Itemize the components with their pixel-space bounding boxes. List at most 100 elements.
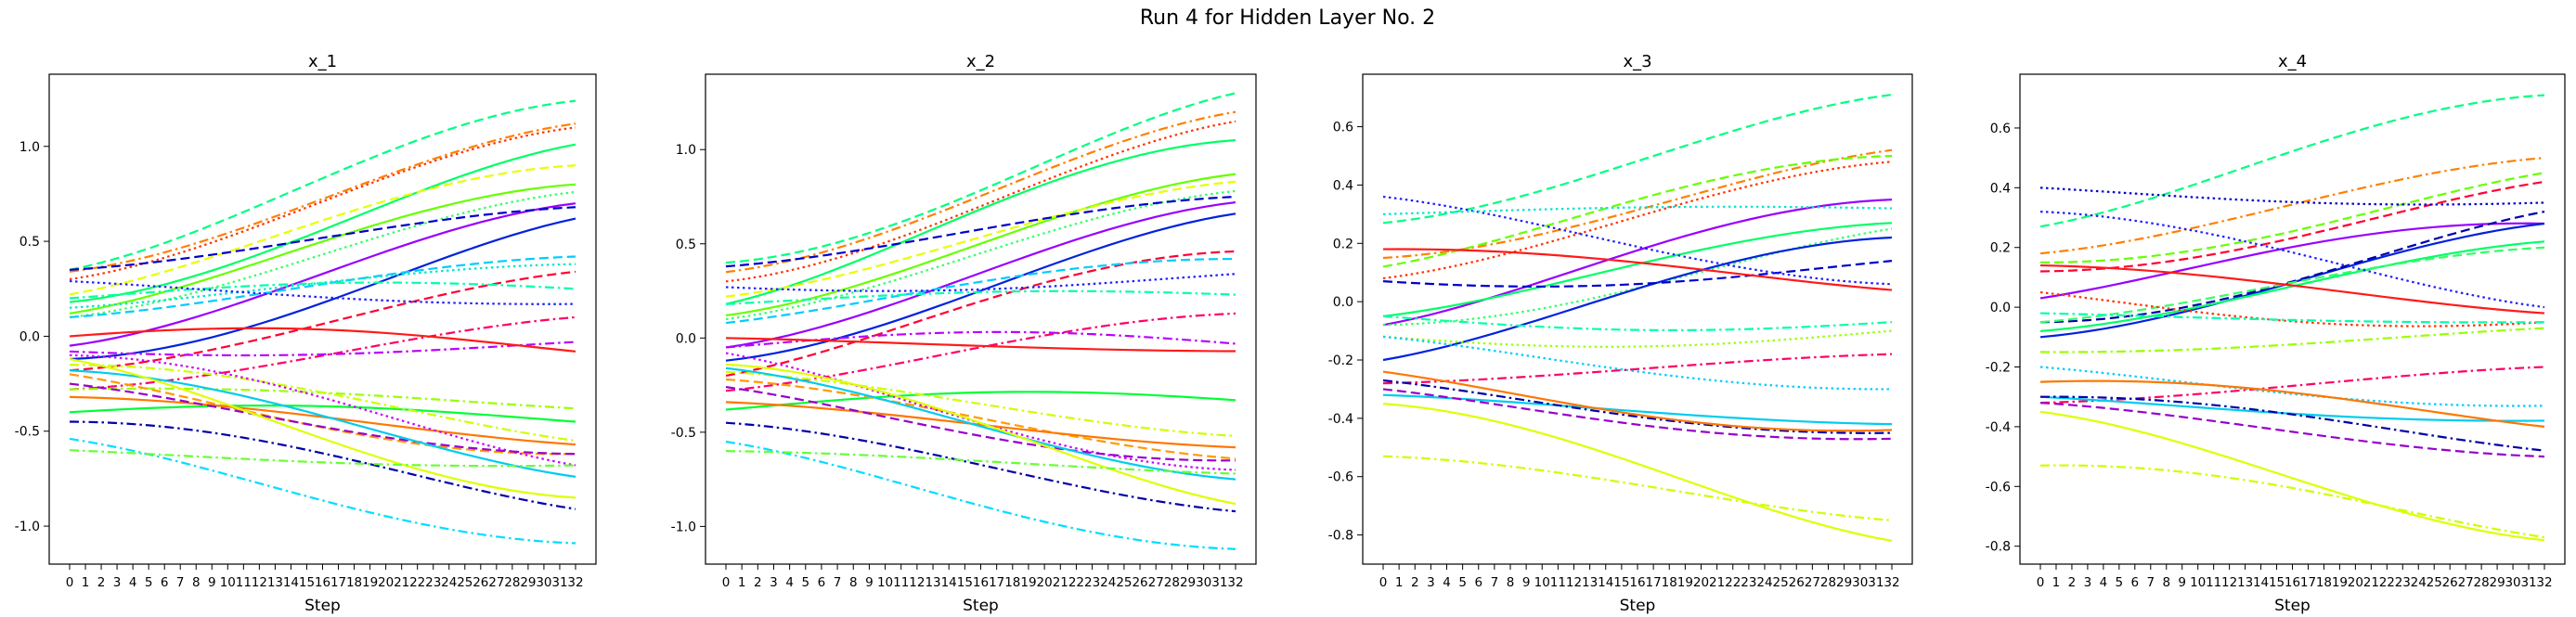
series-line — [1382, 199, 1893, 327]
x-tick-label: 4 — [129, 575, 137, 590]
x-tick-label: 27 — [1805, 575, 1820, 590]
x-tick-label: 24 — [1100, 575, 1116, 590]
x-tick-label: 14 — [1598, 575, 1613, 590]
x-tick-label: 31 — [551, 575, 567, 590]
y-tick-label: -1.0 — [15, 520, 40, 534]
x-tick-label: 12 — [909, 575, 925, 590]
x-tick-label: 9 — [2178, 575, 2186, 590]
x-tick-label: 30 — [536, 575, 551, 590]
x-tick-label: 10 — [220, 575, 236, 590]
series-line — [69, 449, 576, 468]
series-line — [69, 99, 576, 271]
series-line — [1382, 388, 1893, 441]
series-line — [1382, 455, 1893, 521]
x-tick-label: 0 — [1379, 575, 1388, 590]
series-line — [2039, 222, 2545, 300]
x-tick-label: 8 — [192, 575, 201, 590]
y-tick-label: -0.6 — [1328, 470, 1353, 485]
chart-panel-1: 0 1 2 3 4 5 6 7 8 9 10 11 12 13 14 15 16 17 18 19 20 21 22 23 24… — [15, 52, 597, 615]
series-line — [725, 110, 1236, 274]
y-tick-label: -0.2 — [1328, 353, 1353, 368]
series-line — [1382, 195, 1893, 286]
x-tick-label: 24 — [441, 575, 457, 590]
x-tick-label: 15 — [1613, 575, 1629, 590]
series-line — [1382, 236, 1893, 362]
series-line — [69, 353, 576, 467]
x-tick-label: 3 — [1427, 575, 1435, 590]
series-line — [2039, 211, 2545, 309]
x-tick-label: 11 — [2206, 575, 2221, 590]
x-tick-label: 26 — [1789, 575, 1805, 590]
x-tick-label: 3 — [770, 575, 778, 590]
panels: 0 1 2 3 4 5 6 7 8 9 10 11 12 13 14 15 16 17 18 19 20 21 22 23 24… — [15, 52, 2566, 615]
x-tick-label: 0 — [722, 575, 731, 590]
series-line — [69, 183, 576, 315]
series-line — [1382, 353, 1893, 385]
x-tick-label: 2 — [97, 575, 106, 590]
y-tick-label: 0.4 — [1333, 178, 1353, 193]
x-tick-label: 2 — [1411, 575, 1419, 590]
y-tick-label: -0.2 — [1986, 361, 2011, 376]
y-tick-label: 0.0 — [676, 331, 696, 346]
series-line — [2039, 172, 2545, 264]
series-line — [69, 341, 576, 357]
y-tick-label: -1.0 — [671, 520, 696, 534]
series-line — [69, 420, 576, 510]
x-tick-label: 25 — [1116, 575, 1132, 590]
series-line — [69, 217, 576, 361]
x-tick-label: 31 — [1211, 575, 1227, 590]
series-line — [69, 122, 576, 273]
x-tick-label: 12 — [1566, 575, 1582, 590]
series-line — [725, 195, 1236, 268]
x-tick-label: 28 — [504, 575, 520, 590]
series-line — [2039, 290, 2545, 328]
x-tick-label: 3 — [2084, 575, 2092, 590]
x-tick-label: 31 — [2520, 575, 2536, 590]
series-line — [1382, 335, 1893, 391]
x-tick-label: 17 — [2300, 575, 2316, 590]
x-tick-label: 18 — [1004, 575, 1020, 590]
x-tick-label: 18 — [2316, 575, 2332, 590]
series-line — [2039, 464, 2545, 539]
series-line — [725, 189, 1236, 321]
series-line — [1382, 222, 1893, 317]
x-tick-label: 9 — [1522, 575, 1531, 590]
x-tick-label: 23 — [2395, 575, 2411, 590]
x-tick-label: 22 — [2379, 575, 2395, 590]
x-tick-label: 21 — [1709, 575, 1725, 590]
x-tick-label: 18 — [1662, 575, 1677, 590]
series-line — [1382, 379, 1893, 434]
series-line — [725, 378, 1236, 460]
y-tick-label: 0.6 — [1333, 121, 1353, 135]
x-tick-label: 4 — [785, 575, 794, 590]
series-line — [69, 327, 576, 353]
series-line — [725, 450, 1236, 475]
x-tick-label: 25 — [457, 575, 472, 590]
series-line — [725, 250, 1236, 377]
x-tick-label: 7 — [834, 575, 842, 590]
x-tick-label: 14 — [2253, 575, 2269, 590]
x-tick-label: 26 — [1132, 575, 1147, 590]
x-tick-label: 5 — [2116, 575, 2124, 590]
x-tick-label: 16 — [973, 575, 989, 590]
x-tick-label: 28 — [1820, 575, 1836, 590]
x-tick-label: 7 — [176, 575, 185, 590]
x-tick-label: 19 — [2332, 575, 2348, 590]
series-line — [725, 370, 1236, 438]
y-tick-label: 0.0 — [1990, 301, 2011, 315]
chart-panel-4: 0 1 2 3 4 5 6 7 8 9 10 11 12 13 14 15 16 17 18 19 20 21 22 23 24… — [1986, 52, 2566, 615]
x-tick-label: 12 — [2221, 575, 2237, 590]
series-group — [2039, 94, 2545, 542]
series-line — [725, 273, 1236, 292]
x-tick-label: 9 — [865, 575, 874, 590]
y-tick-label: 0.2 — [1990, 241, 2011, 256]
x-tick-label: 19 — [1677, 575, 1693, 590]
x-tick-label: 24 — [1756, 575, 1772, 590]
series-line — [69, 357, 576, 499]
series-line — [69, 364, 576, 443]
x-tick-label: 19 — [362, 575, 378, 590]
x-tick-label: 21 — [394, 575, 409, 590]
x-tick-label: 29 — [520, 575, 536, 590]
y-tick-label: -0.8 — [1986, 540, 2011, 555]
series-line — [725, 386, 1236, 462]
